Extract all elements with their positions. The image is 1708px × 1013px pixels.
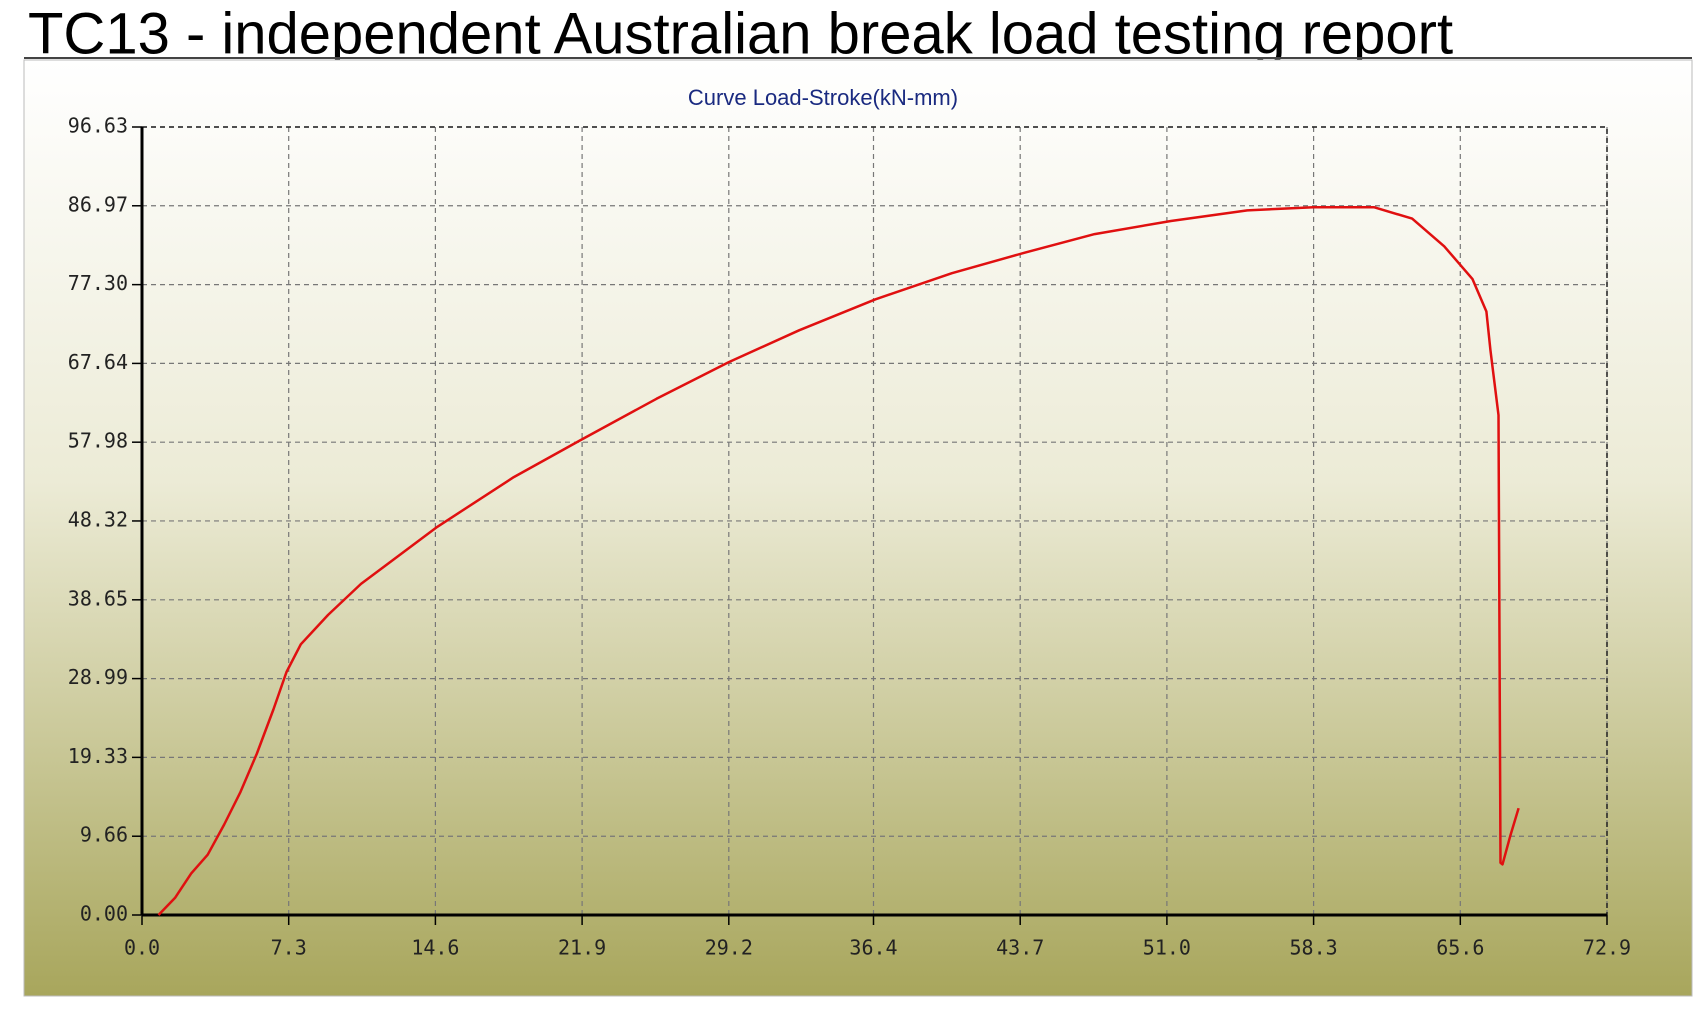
x-tick-label: 72.9 xyxy=(1583,936,1631,960)
x-tick-label: 29.2 xyxy=(705,936,753,960)
x-tick-label: 65.6 xyxy=(1436,936,1484,960)
chart-title: Curve Load-Stroke(kN-mm) xyxy=(688,85,958,110)
data-line xyxy=(157,205,1520,916)
x-tick-label: 21.9 xyxy=(558,936,606,960)
y-tick-label: 86.97 xyxy=(68,192,128,216)
x-tick-label: 51.0 xyxy=(1143,936,1191,960)
y-tick-label: 77.30 xyxy=(68,271,128,295)
x-tick-label: 14.6 xyxy=(411,936,459,960)
y-tick-label: 57.98 xyxy=(68,429,128,453)
x-tick-label: 36.4 xyxy=(849,936,897,960)
y-tick-label: 28.99 xyxy=(68,665,128,689)
y-tick-label: 96.63 xyxy=(68,114,128,138)
x-tick-label: 7.3 xyxy=(271,936,307,960)
plot-border xyxy=(141,126,1608,916)
y-tick-label: 67.64 xyxy=(68,350,128,374)
y-tick-label: 48.32 xyxy=(68,507,128,531)
y-tick-label: 0.00 xyxy=(80,902,128,926)
y-tick-label: 9.66 xyxy=(80,823,128,847)
x-tick-label: 58.3 xyxy=(1290,936,1338,960)
x-tick-label: 43.7 xyxy=(996,936,1044,960)
page-title: TC13 - independent Australian break load… xyxy=(28,1,1453,66)
y-tick-label: 19.33 xyxy=(68,744,128,768)
y-tick-label: 38.65 xyxy=(68,586,128,610)
x-tick-label: 0.0 xyxy=(124,936,160,960)
chart-panel xyxy=(23,59,1693,997)
